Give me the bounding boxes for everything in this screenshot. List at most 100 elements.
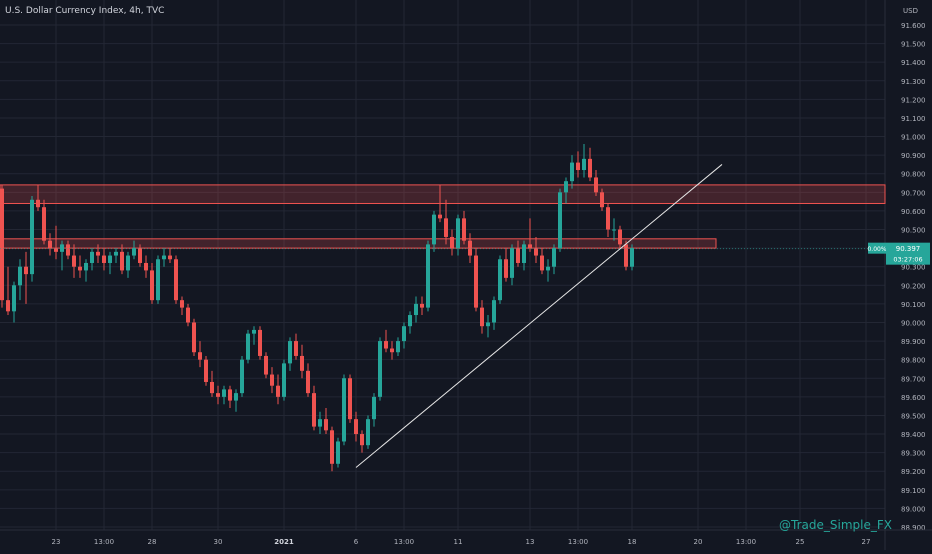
candle-body bbox=[360, 434, 364, 446]
y-tick-label: 89.600 bbox=[901, 394, 926, 402]
candle-body bbox=[72, 255, 76, 267]
candle-body bbox=[228, 389, 232, 401]
candle-body bbox=[210, 381, 214, 394]
candle-body bbox=[12, 285, 16, 312]
candle-body bbox=[456, 218, 460, 249]
candle-body bbox=[342, 378, 346, 442]
candle-body bbox=[198, 352, 202, 360]
candle-body bbox=[234, 393, 238, 401]
candle-body bbox=[144, 262, 148, 271]
candle-body bbox=[180, 300, 184, 308]
candle-body bbox=[540, 255, 544, 271]
x-tick-label: 30 bbox=[214, 538, 223, 546]
candle-body bbox=[498, 259, 502, 301]
candle-body bbox=[264, 355, 268, 375]
candle-body bbox=[594, 177, 598, 193]
candle-body bbox=[276, 385, 280, 397]
candle-body bbox=[306, 370, 310, 394]
candle-body bbox=[138, 248, 142, 263]
candle-body bbox=[204, 359, 208, 382]
candle-body bbox=[222, 389, 226, 397]
candle-body bbox=[504, 259, 508, 278]
price-tag bbox=[886, 242, 930, 265]
candle-body bbox=[108, 255, 112, 263]
candle-body bbox=[186, 307, 190, 323]
candle-body bbox=[618, 229, 622, 245]
candle-body bbox=[408, 315, 412, 327]
candle-body bbox=[444, 218, 448, 237]
candle-body bbox=[516, 248, 520, 263]
price-change-value: 0.00% bbox=[867, 246, 886, 253]
candle-body bbox=[432, 214, 436, 245]
candle-body bbox=[522, 244, 526, 263]
candle-body bbox=[66, 244, 70, 256]
y-tick-label: 89.000 bbox=[901, 505, 926, 513]
candle-body bbox=[252, 329, 256, 334]
candle-body bbox=[114, 251, 118, 256]
candle-body bbox=[396, 341, 400, 353]
candle-body bbox=[366, 419, 370, 446]
candle-body bbox=[630, 248, 634, 267]
candle-body bbox=[288, 341, 292, 364]
y-tick-label: 90.300 bbox=[901, 264, 926, 272]
candle-body bbox=[318, 419, 322, 427]
candle-body bbox=[258, 329, 262, 356]
x-tick-label: 13:00 bbox=[736, 538, 756, 546]
candle-body bbox=[132, 248, 136, 256]
y-tick-label: 89.100 bbox=[901, 487, 926, 495]
candle-body bbox=[546, 266, 550, 271]
candle-body bbox=[0, 188, 4, 301]
x-tick-label: 28 bbox=[148, 538, 157, 546]
x-tick-label: 25 bbox=[796, 538, 805, 546]
candle-body bbox=[372, 396, 376, 420]
candle-body bbox=[354, 419, 358, 435]
y-tick-label: 89.300 bbox=[901, 450, 926, 458]
x-tick-label: 13:00 bbox=[394, 538, 414, 546]
x-tick-label: 20 bbox=[694, 538, 703, 546]
candle-body bbox=[462, 218, 466, 241]
y-tick-label: 91.100 bbox=[901, 115, 926, 123]
candle-body bbox=[282, 363, 286, 397]
candle-body bbox=[18, 266, 22, 286]
y-tick-label: 91.500 bbox=[901, 41, 926, 49]
candle-body bbox=[624, 244, 628, 267]
candle-body bbox=[534, 248, 538, 256]
candle-body bbox=[36, 199, 40, 208]
y-tick-label: 89.700 bbox=[901, 375, 926, 383]
candle-body bbox=[102, 255, 106, 263]
candle-body bbox=[240, 359, 244, 394]
candle-body bbox=[42, 207, 46, 241]
candle-body bbox=[468, 240, 472, 256]
candle-body bbox=[120, 251, 124, 271]
candle-body bbox=[156, 259, 160, 301]
x-tick-label: 23 bbox=[52, 538, 61, 546]
candle-body bbox=[474, 255, 478, 308]
y-tick-label: 88.900 bbox=[901, 524, 926, 532]
candle-body bbox=[30, 199, 34, 275]
candle-body bbox=[606, 207, 610, 230]
candle-body bbox=[246, 333, 250, 360]
candle-body bbox=[438, 214, 442, 219]
y-tick-label: 91.600 bbox=[901, 22, 926, 30]
candle-body bbox=[324, 419, 328, 431]
candle-body bbox=[510, 248, 514, 278]
countdown-value: 03:27:06 bbox=[893, 256, 922, 264]
candle-body bbox=[60, 244, 64, 252]
candle-body bbox=[402, 326, 406, 342]
candle-body bbox=[150, 270, 154, 301]
candle-body bbox=[414, 303, 418, 316]
candle-body bbox=[24, 266, 28, 275]
y-tick-label: 89.500 bbox=[901, 412, 926, 420]
chart-title: U.S. Dollar Currency Index, 4h, TVC bbox=[5, 6, 165, 16]
currency-label: USD bbox=[903, 7, 918, 15]
resistance-zone bbox=[0, 238, 717, 249]
y-tick-label: 89.400 bbox=[901, 431, 926, 439]
candle-body bbox=[390, 348, 394, 353]
y-tick-label: 90.900 bbox=[901, 152, 926, 160]
candle-body bbox=[558, 192, 562, 249]
y-tick-label: 90.700 bbox=[901, 189, 926, 197]
y-tick-label: 91.300 bbox=[901, 78, 926, 86]
